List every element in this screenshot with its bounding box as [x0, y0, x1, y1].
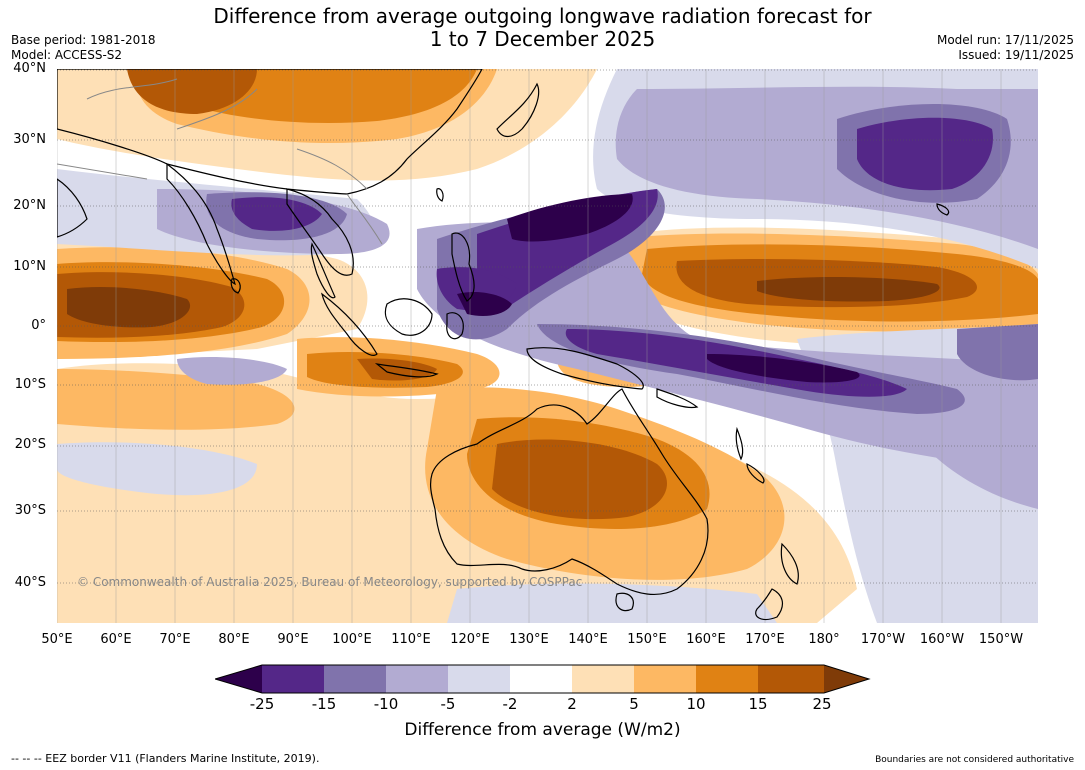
lat-label: 10°S: [14, 377, 46, 392]
lat-label: 40°N: [13, 61, 46, 76]
new-zealand-south-coast: [755, 588, 784, 621]
colorbar-tick: -10: [373, 695, 399, 713]
lon-label: 170°W: [860, 632, 906, 647]
colorbar-segment: [386, 665, 448, 693]
sri-lanka-coast: [230, 278, 241, 294]
anomaly-region: [57, 442, 257, 496]
anomaly-region: [67, 287, 191, 328]
lon-label: 180°: [808, 632, 840, 647]
map-title: Difference from average outgoing longwav…: [0, 5, 1085, 51]
copyright-notice: © Commonwealth of Australia 2025, Bureau…: [77, 575, 583, 589]
anomaly-region: [707, 354, 860, 383]
lon-label: 100°E: [332, 632, 372, 647]
lon-label: 160°W: [919, 632, 965, 647]
arabia-coast: [57, 178, 88, 238]
olr-anomaly-map: [57, 69, 1038, 623]
colorbar-tick: 5: [629, 695, 639, 713]
sumatra-coast: [321, 292, 378, 356]
australia-coast: [429, 388, 709, 595]
model-name: Model: ACCESS-S2: [11, 48, 123, 62]
india-coast: [166, 162, 236, 286]
colorbar-segment: [215, 665, 262, 693]
meta-left: Base period: 1981-2018 Model: ACCESS-S2: [11, 33, 156, 63]
anomaly-region: [507, 194, 633, 242]
vanuatu-coast: [735, 426, 744, 461]
lon-label: 170°E: [745, 632, 785, 647]
new-caledonia-coast: [746, 463, 765, 484]
colorbar-tick: -15: [311, 695, 337, 713]
lon-label: 90°E: [277, 632, 309, 647]
model-run: Model run: 17/11/2025: [936, 33, 1074, 47]
lon-label: 140°E: [568, 632, 608, 647]
java-coast: [374, 363, 439, 378]
map-svg: [57, 69, 1038, 623]
anomaly-region: [177, 357, 287, 385]
sulawesi-coast: [446, 312, 464, 340]
colorbar-segment: [448, 665, 510, 693]
japan-coast: [496, 82, 540, 138]
colorbar-segment: [634, 665, 696, 693]
lat-label: 30°S: [14, 503, 46, 518]
coastlines: [57, 69, 950, 621]
colorbar-tick: -5: [440, 695, 456, 713]
issued-date: Issued: 19/11/2025: [958, 48, 1074, 62]
colorbar-segment: [572, 665, 634, 693]
colorbar-title: Difference from average (W/m2): [404, 720, 681, 740]
indochina-coast: [286, 188, 354, 276]
philippines-coast: [451, 232, 475, 302]
anomaly-region: [757, 277, 940, 302]
political-borders: [57, 78, 383, 245]
colorbar: [215, 664, 871, 694]
colorbar-segment: [696, 665, 758, 693]
china-coast: [57, 69, 483, 195]
lon-label: 150°E: [627, 632, 667, 647]
colorbar-segment: [510, 665, 572, 693]
eez-border-note: -- -- -- EEZ border V11 (Flanders Marine…: [11, 752, 320, 765]
lon-label: 80°E: [218, 632, 250, 647]
lon-label: 70°E: [159, 632, 191, 647]
lat-label: 0°: [31, 318, 46, 333]
anomaly-region: [447, 583, 777, 623]
lat-label: 40°S: [14, 575, 46, 590]
new-zealand-north-coast: [780, 542, 799, 585]
base-period: Base period: 1981-2018: [11, 33, 156, 47]
boundaries-disclaimer: Boundaries are not considered authoritat…: [875, 755, 1074, 765]
colorbar-tick: -2: [502, 695, 518, 713]
lat-label: 30°N: [13, 132, 46, 147]
colorbar-segment: [262, 665, 324, 693]
lon-label: 160°E: [686, 632, 726, 647]
lon-label: 50°E: [41, 632, 73, 647]
anomaly-region: [492, 439, 667, 520]
colorbar-tick: 25: [812, 695, 832, 713]
lon-label: 130°E: [509, 632, 549, 647]
lat-label: 10°N: [13, 259, 46, 274]
lat-label: 20°N: [13, 198, 46, 213]
colorbar-segment: [758, 665, 824, 693]
lat-label: 20°S: [14, 437, 46, 452]
colorbar-tick: -25: [249, 695, 275, 713]
lon-label: 60°E: [100, 632, 132, 647]
title-line-1: Difference from average outgoing longwav…: [213, 4, 872, 28]
malay-peninsula-coast: [310, 242, 336, 299]
lon-label: 150°W: [978, 632, 1024, 647]
lon-label: 120°E: [450, 632, 490, 647]
meta-right: Model run: 17/11/2025 Issued: 19/11/2025: [937, 33, 1074, 63]
colorbar-tick: 10: [686, 695, 706, 713]
anomaly-region: [957, 324, 1038, 381]
colorbar-segment: [324, 665, 386, 693]
colorbar-tick: 15: [748, 695, 768, 713]
lon-label: 110°E: [391, 632, 431, 647]
hawaii-coast: [936, 203, 950, 216]
anomaly-region: [127, 69, 257, 114]
colorbar-tick: 2: [567, 695, 577, 713]
title-line-2: 1 to 7 December 2025: [429, 27, 656, 51]
meridians: [57, 69, 1002, 623]
tasmania-coast: [615, 592, 634, 612]
borneo-coast: [384, 298, 433, 336]
taiwan-coast: [436, 188, 444, 202]
new-guinea-coast: [526, 347, 644, 390]
solomon-islands-coast: [656, 388, 699, 409]
colorbar-segment: [824, 665, 869, 693]
anomaly-region: [857, 117, 993, 191]
